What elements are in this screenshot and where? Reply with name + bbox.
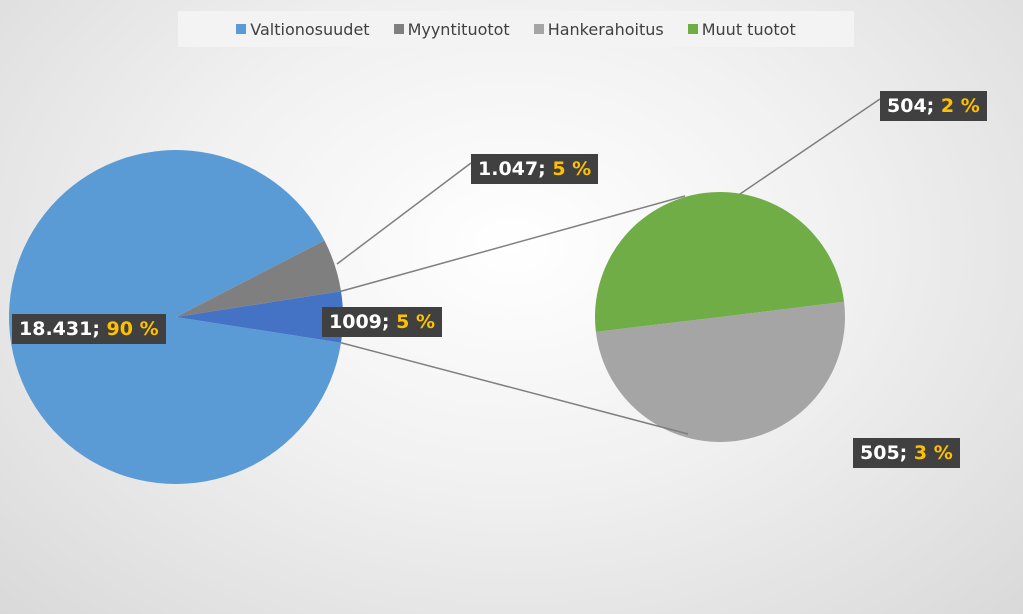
legend-swatch-valtionosuudet	[236, 24, 247, 34]
data-label-value: 505	[860, 442, 900, 464]
primary-pie	[8, 149, 343, 484]
slice-hankerahoitus	[595, 301, 845, 442]
data-label-valtionosuudet: 18.431; 90 %	[12, 314, 166, 344]
leader-line-myyntituotot	[336, 162, 472, 265]
data-label-percent: 3 %	[913, 442, 953, 464]
legend-label-valtionosuudet: Valtionosuudet	[250, 19, 370, 39]
slice-secondary-group	[176, 291, 343, 343]
legend-item-valtionosuudet: Valtionosuudet	[236, 19, 370, 39]
leader-line-muut-tuotot	[739, 98, 881, 195]
connector-line-bottom	[340, 342, 689, 435]
legend-label-muut-tuotot: Muut tuotot	[701, 19, 796, 39]
data-label-percent: 90 %	[106, 318, 159, 340]
data-label-value: 1.047	[478, 158, 539, 180]
data-label-secondary-group: 1009; 5 %	[322, 307, 442, 337]
data-label-value: 504	[887, 95, 927, 117]
data-label-percent: 5 %	[552, 158, 592, 180]
legend-label-hankerahoitus: Hankerahoitus	[547, 19, 664, 39]
data-label-percent: 2 %	[940, 95, 980, 117]
legend-label-myyntituotot: Myyntituotot	[407, 19, 510, 39]
legend: Valtionosuudet Myyntituotot Hankerahoitu…	[178, 11, 854, 47]
slice-valtionosuudet	[8, 149, 342, 484]
secondary-pie	[594, 191, 845, 442]
leader-lines	[336, 98, 881, 435]
slice-muut-tuotot	[594, 191, 845, 332]
legend-swatch-myyntituotot	[393, 24, 404, 34]
legend-item-muut-tuotot: Muut tuotot	[687, 19, 796, 39]
legend-item-hankerahoitus: Hankerahoitus	[533, 19, 664, 39]
connector-line-top	[340, 195, 686, 292]
slice-myyntituotot	[176, 240, 342, 317]
data-label-muut-tuotot: 504; 2 %	[880, 91, 987, 121]
legend-swatch-hankerahoitus	[533, 24, 544, 34]
data-label-value: 18.431	[19, 318, 93, 340]
data-label-myyntituotot: 1.047; 5 %	[471, 154, 599, 184]
data-label-value: 1009	[329, 311, 382, 333]
data-label-hankerahoitus: 505; 3 %	[853, 438, 960, 468]
legend-swatch-muut-tuotot	[687, 24, 698, 34]
legend-item-myyntituotot: Myyntituotot	[393, 19, 510, 39]
data-label-percent: 5 %	[396, 311, 435, 333]
